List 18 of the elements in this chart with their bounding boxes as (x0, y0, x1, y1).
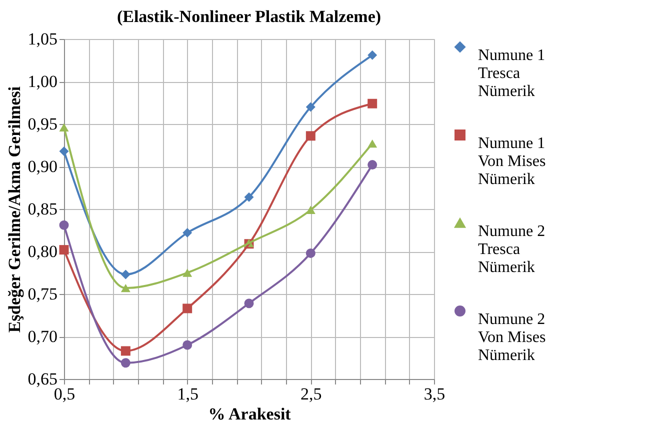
x-tick-label: 1,5 (177, 384, 198, 404)
y-tick-label: 0,75 (28, 284, 58, 304)
x-axis-title: % Arakesit (208, 404, 292, 424)
legend-label: Numune 2 Von Mises Nümerik (478, 311, 546, 364)
y-axis-title: Eşdeğer Gerilme/Akma Gerilmesi (4, 86, 24, 333)
legend-label: Numune 2 Tresca Nümerik (478, 223, 546, 276)
legend-label: Numune 1 Tresca Nümerik (478, 47, 546, 100)
x-tick-label: 2,5 (300, 384, 322, 404)
y-tick-label: 1,00 (28, 72, 58, 91)
y-tick-label: 0,90 (28, 157, 58, 176)
y-tick-label: 1,05 (28, 30, 58, 48)
legend-label: Numune 1 Von Mises Nümerik (478, 135, 546, 188)
y-tick-label: 0,80 (28, 242, 58, 261)
y-tick-label: 0,85 (28, 200, 58, 218)
y-tick-label: 0,70 (28, 327, 58, 346)
y-tick-label: 0,95 (28, 114, 58, 134)
x-tick-label: 3,5 (424, 384, 446, 404)
chart-title: (Elastik-Nonlineer Plastik Malzeme) (116, 7, 382, 26)
